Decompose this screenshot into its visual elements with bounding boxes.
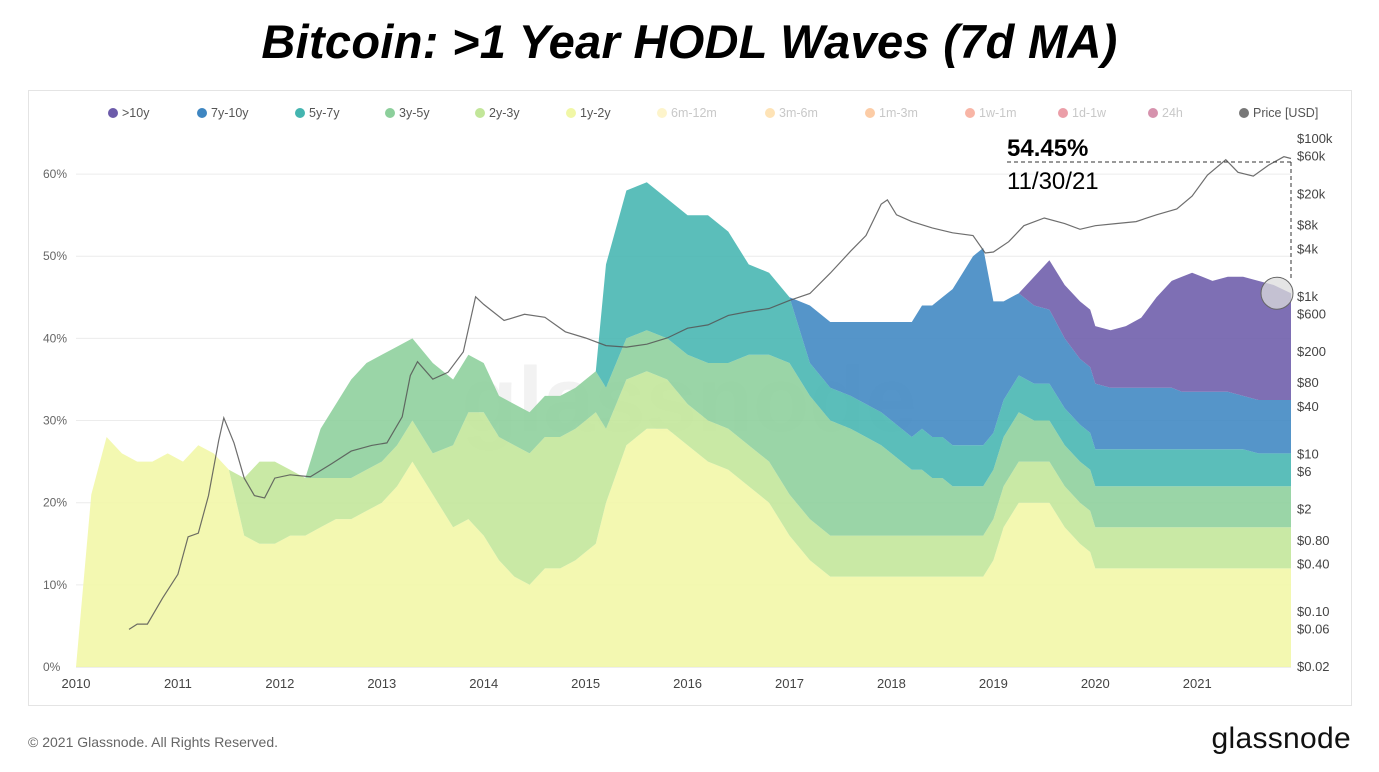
legend-item: 1y-2y bbox=[566, 106, 611, 120]
y-tick-label: 0% bbox=[43, 660, 61, 674]
legend-swatch bbox=[385, 108, 395, 118]
x-tick-label: 2010 bbox=[62, 676, 91, 691]
legend-item: Price [USD] bbox=[1239, 106, 1318, 120]
x-tick-label: 2017 bbox=[775, 676, 804, 691]
legend-swatch bbox=[965, 108, 975, 118]
legend-swatch bbox=[566, 108, 576, 118]
price-line-group bbox=[128, 156, 1292, 630]
legend-item: 2y-3y bbox=[475, 106, 520, 120]
legend-item: 1m-3m bbox=[865, 106, 918, 120]
price-tick-label: $200 bbox=[1297, 344, 1326, 359]
legend-label: 24h bbox=[1162, 106, 1183, 120]
price-tick-label: $0.10 bbox=[1297, 604, 1330, 619]
y-tick-label: 10% bbox=[43, 578, 67, 592]
price-tick-label: $100k bbox=[1297, 131, 1333, 146]
price-tick-label: $80 bbox=[1297, 375, 1319, 390]
area-band-1y-2y bbox=[76, 428, 1291, 667]
legend-label: 1w-1m bbox=[979, 106, 1017, 120]
footer-copyright: © 2021 Glassnode. All Rights Reserved. bbox=[28, 734, 279, 750]
legend-swatch bbox=[1058, 108, 1068, 118]
price-tick-label: $0.40 bbox=[1297, 557, 1330, 572]
y-tick-label: 20% bbox=[43, 496, 67, 510]
legend-label: Price [USD] bbox=[1253, 106, 1318, 120]
x-tick-label: 2018 bbox=[877, 676, 906, 691]
legend-swatch bbox=[108, 108, 118, 118]
price-tick-label: $600 bbox=[1297, 306, 1326, 321]
legend-label: 3m-6m bbox=[779, 106, 818, 120]
legend: >10y 7y-10y 5y-7y 3y-5y 2y-3y 1y-2y 6m-12m 3m-6… bbox=[108, 106, 1318, 120]
annotation-date: 11/30/21 bbox=[1007, 168, 1099, 195]
price-tick-label: $6 bbox=[1297, 464, 1311, 479]
legend-swatch bbox=[657, 108, 667, 118]
area-band-2y-3y bbox=[76, 371, 1291, 667]
x-tick-label: 2012 bbox=[265, 676, 294, 691]
legend-label: >10y bbox=[122, 106, 150, 120]
legend-swatch bbox=[295, 108, 305, 118]
x-tick-label: 2021 bbox=[1183, 676, 1212, 691]
legend-swatch bbox=[197, 108, 207, 118]
price-tick-label: $0.06 bbox=[1297, 621, 1330, 636]
price-tick-label: $1k bbox=[1297, 289, 1318, 304]
chart-frame: glassnode 0%10%20%30%40%50%60% $100k$60k… bbox=[28, 90, 1352, 706]
legend-label: 7y-10y bbox=[211, 106, 249, 120]
y-tick-label: 30% bbox=[43, 414, 67, 428]
legend-swatch bbox=[765, 108, 775, 118]
price-tick-label: $10 bbox=[1297, 446, 1319, 461]
legend-label: 3y-5y bbox=[399, 106, 430, 120]
legend-item: 6m-12m bbox=[657, 106, 717, 120]
x-tick-label: 2011 bbox=[164, 676, 192, 691]
y-axis-left: 0% 10% 20% 30% 40% 50% 60% bbox=[43, 167, 67, 674]
brand-logo: glassnode bbox=[1211, 722, 1351, 755]
x-tick-label: 2014 bbox=[469, 676, 498, 691]
stacked-areas bbox=[76, 182, 1291, 668]
x-tick-label: 2020 bbox=[1081, 676, 1110, 691]
legend-label: 6m-12m bbox=[671, 106, 717, 120]
price-tick-label: $4k bbox=[1297, 241, 1318, 256]
x-tick-label: 2015 bbox=[571, 676, 600, 691]
legend-label: 1y-2y bbox=[580, 106, 611, 120]
price-tick-label: $60k bbox=[1297, 149, 1326, 164]
area-band-3y-5y bbox=[76, 330, 1291, 667]
legend-label: 5y-7y bbox=[309, 106, 340, 120]
annotation-highlight bbox=[1260, 276, 1294, 310]
y-tick-label: 40% bbox=[43, 331, 67, 345]
price-tick-label: $20k bbox=[1297, 186, 1326, 201]
legend-swatch bbox=[1239, 108, 1249, 118]
y-tick-label: 60% bbox=[43, 167, 67, 181]
legend-label: 1d-1w bbox=[1072, 106, 1107, 120]
legend-swatch bbox=[475, 108, 485, 118]
legend-item: 1d-1w bbox=[1058, 106, 1107, 120]
legend-item: >10y bbox=[108, 106, 150, 120]
price-tick-label: $8k bbox=[1297, 218, 1318, 233]
price-tick-label: $0.80 bbox=[1297, 533, 1330, 548]
x-axis: 2010 2011 2012 2013 2014 2015 2016 2017 2018 2019… bbox=[62, 676, 1212, 691]
legend-swatch bbox=[865, 108, 875, 118]
price-line bbox=[128, 156, 1292, 630]
area-band-7y-10y bbox=[76, 182, 1291, 668]
page-title: Bitcoin: >1 Year HODL Waves (7d MA) bbox=[261, 15, 1118, 68]
legend-item: 1w-1m bbox=[965, 106, 1017, 120]
annotation-value: 54.45% bbox=[1007, 135, 1088, 162]
legend-label: 2y-3y bbox=[489, 106, 520, 120]
x-tick-label: 2013 bbox=[367, 676, 396, 691]
x-tick-label: 2016 bbox=[673, 676, 702, 691]
price-tick-label: $2 bbox=[1297, 501, 1311, 516]
price-tick-label: $0.02 bbox=[1297, 659, 1330, 674]
price-tick-label: $40 bbox=[1297, 399, 1319, 414]
legend-item: 24h bbox=[1148, 106, 1183, 120]
y-tick-label: 50% bbox=[43, 249, 67, 263]
area-band-5y-7y bbox=[76, 182, 1291, 668]
legend-item: 3m-6m bbox=[765, 106, 818, 120]
legend-item: 7y-10y bbox=[197, 106, 249, 120]
hodl-waves-chart: glassnode 0%10%20%30%40%50%60% $100k$60k… bbox=[43, 106, 1333, 691]
legend-item: 5y-7y bbox=[295, 106, 340, 120]
x-tick-label: 2019 bbox=[979, 676, 1008, 691]
legend-item: 3y-5y bbox=[385, 106, 430, 120]
annotation-group: 54.45% 11/30/21 bbox=[1007, 135, 1294, 310]
legend-swatch bbox=[1148, 108, 1158, 118]
legend-label: 1m-3m bbox=[879, 106, 918, 120]
y-axis-right: $100k $60k $20k $8k $4k $1k $600 $200 $80 $40 $10 $… bbox=[1297, 131, 1333, 674]
